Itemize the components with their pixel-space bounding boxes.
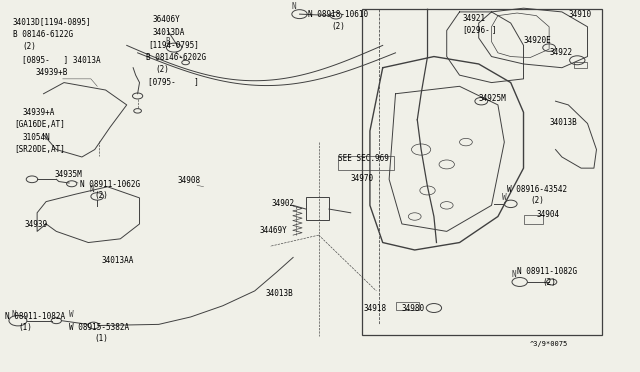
- Text: [0296-: [0296-: [462, 25, 490, 34]
- Text: W: W: [69, 310, 74, 319]
- Text: 34939+B: 34939+B: [35, 68, 68, 77]
- Text: [1194-0795]: [1194-0795]: [148, 41, 199, 49]
- Bar: [524, 215, 543, 224]
- Text: 34925M: 34925M: [479, 94, 506, 103]
- Text: [GA16DE,AT]: [GA16DE,AT]: [14, 121, 65, 129]
- Text: (2): (2): [543, 278, 557, 287]
- Text: 34013B: 34013B: [266, 289, 293, 298]
- Text: [0795-    ]: [0795- ]: [148, 77, 199, 86]
- Bar: [362, 9, 602, 335]
- Text: [SR20DE,AT]: [SR20DE,AT]: [14, 145, 65, 154]
- Text: 34469Y: 34469Y: [259, 226, 287, 235]
- Text: 34013DA: 34013DA: [152, 28, 185, 37]
- Text: 34920E: 34920E: [524, 36, 551, 45]
- Text: [0895-   ] 34013A: [0895- ] 34013A: [22, 55, 101, 64]
- Text: SEE SEC.969: SEE SEC.969: [338, 154, 388, 163]
- Text: B 08146-6202G: B 08146-6202G: [146, 53, 206, 62]
- Bar: [574, 62, 587, 68]
- Text: ]: ]: [492, 25, 496, 34]
- Text: N: N: [512, 270, 516, 279]
- Text: 34918: 34918: [364, 304, 387, 313]
- Text: 31054N: 31054N: [22, 133, 50, 142]
- Text: (1): (1): [18, 323, 32, 332]
- Text: 34910: 34910: [568, 10, 591, 19]
- Text: 34922: 34922: [549, 48, 572, 57]
- Text: N 08918-10610: N 08918-10610: [308, 10, 369, 19]
- Text: 34921: 34921: [462, 14, 485, 23]
- Text: 34013AA: 34013AA: [101, 256, 134, 265]
- Text: (2): (2): [155, 65, 169, 74]
- Text: 34970: 34970: [351, 174, 374, 183]
- Text: (2): (2): [22, 42, 36, 51]
- Text: 34904: 34904: [536, 210, 559, 219]
- Text: 34939: 34939: [24, 220, 47, 229]
- Bar: [306, 197, 329, 220]
- Text: B 08146-6122G: B 08146-6122G: [13, 30, 73, 39]
- Text: W 08915-5382A: W 08915-5382A: [69, 323, 129, 332]
- Text: 34908: 34908: [178, 176, 201, 185]
- Text: N 08911-1062G: N 08911-1062G: [80, 180, 140, 189]
- Text: 34013B: 34013B: [549, 118, 577, 127]
- Text: (2): (2): [530, 196, 544, 205]
- Text: (2): (2): [95, 191, 109, 200]
- Text: 36406Y: 36406Y: [152, 15, 180, 24]
- Text: 34935M: 34935M: [54, 170, 82, 179]
- Text: N 08911-1082A: N 08911-1082A: [5, 312, 65, 321]
- Text: N: N: [12, 310, 16, 319]
- Bar: [396, 302, 419, 310]
- Text: N: N: [291, 2, 296, 11]
- Text: (1): (1): [95, 334, 109, 343]
- Text: N 08911-1082G: N 08911-1082G: [517, 267, 577, 276]
- Text: 34939+A: 34939+A: [22, 108, 55, 117]
- Text: 34013D[1194-0895]: 34013D[1194-0895]: [13, 17, 92, 26]
- Text: ^3/9*0075: ^3/9*0075: [530, 341, 568, 347]
- Text: W 08916-43542: W 08916-43542: [507, 185, 567, 194]
- Text: B: B: [165, 37, 170, 46]
- Text: 34980: 34980: [402, 304, 425, 313]
- Text: (2): (2): [332, 22, 346, 31]
- Text: W: W: [502, 193, 507, 202]
- Text: N: N: [90, 185, 94, 194]
- Bar: [338, 156, 394, 170]
- Text: 34902: 34902: [272, 199, 295, 208]
